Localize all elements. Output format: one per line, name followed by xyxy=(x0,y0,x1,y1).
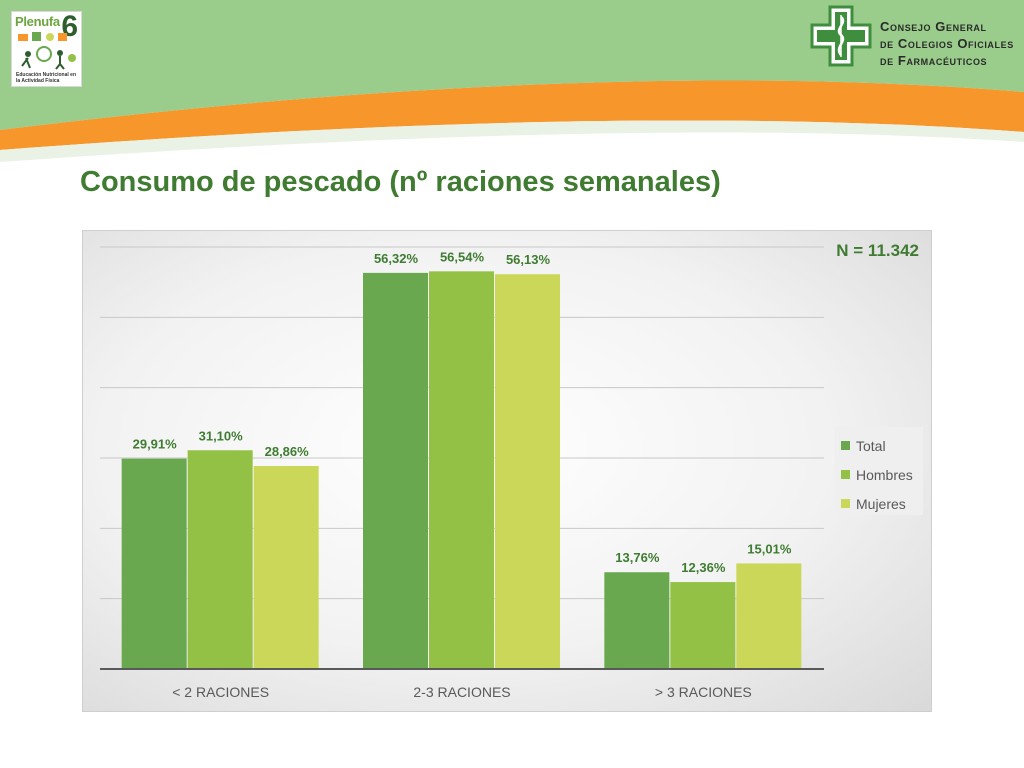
bar-hombres-2 xyxy=(670,582,736,669)
category-label: 2-3 RACIONES xyxy=(413,684,510,700)
cgcof-logo: Consejo General de Colegios Oficiales de… xyxy=(810,5,1020,69)
data-label: 12,36% xyxy=(681,560,726,575)
bar-total-0 xyxy=(121,458,187,669)
plenufa-tagline: Educación Nutricional en la Actividad Fí… xyxy=(16,72,77,84)
legend-item-total: Total xyxy=(841,431,923,460)
org-name-line-1: Consejo General xyxy=(880,19,987,34)
data-label: 31,10% xyxy=(199,428,244,443)
plenufa-brand-text: Plenufa xyxy=(15,14,60,29)
legend-item-hombres: Hombres xyxy=(841,460,923,489)
bar-mujeres-1 xyxy=(495,274,560,669)
sample-size-label: N = 11.342 xyxy=(836,241,919,260)
data-label: 56,54% xyxy=(440,249,485,264)
legend-swatch xyxy=(841,499,850,508)
pharmacy-cross-icon xyxy=(810,5,872,67)
data-label: 29,91% xyxy=(133,437,178,452)
page-title: Consumo de pescado (nº raciones semanale… xyxy=(80,166,721,198)
data-label: 56,32% xyxy=(374,251,419,266)
plenufa-logo: Plenufa 6 Educación Nutricional en la Ac… xyxy=(11,10,82,87)
legend-swatch xyxy=(841,441,850,450)
bar-chart: 29,91% 31,10% 28,86% < 2 RACIONES 56,32% 56,5… xyxy=(100,246,824,700)
bar-hombres-1 xyxy=(429,271,494,669)
data-label: 28,86% xyxy=(265,444,310,459)
org-name-line-2: de Colegios Oficiales xyxy=(880,36,1014,51)
chart-legend: Total Hombres Mujeres xyxy=(835,427,923,515)
data-label: 56,13% xyxy=(506,252,551,267)
category-label: > 3 RACIONES xyxy=(655,684,752,700)
chart-area: 29,91% 31,10% 28,86% < 2 RACIONES 56,32% 56,5… xyxy=(82,230,932,712)
bar-mujeres-2 xyxy=(736,563,802,669)
legend-label: Total xyxy=(856,437,886,454)
data-label: 15,01% xyxy=(747,541,792,556)
legend-label: Hombres xyxy=(856,466,913,483)
legend-label: Mujeres xyxy=(856,495,906,512)
bar-hombres-0 xyxy=(187,450,253,669)
legend-swatch xyxy=(841,470,850,479)
activity-figures-icon xyxy=(18,32,76,70)
data-label: 13,76% xyxy=(615,550,660,565)
bar-mujeres-0 xyxy=(253,466,319,669)
legend-item-mujeres: Mujeres xyxy=(841,489,923,518)
bar-total-2 xyxy=(604,572,670,669)
bar-total-1 xyxy=(363,272,428,669)
org-name-line-3: de Farmacéuticos xyxy=(880,53,988,68)
category-label: < 2 RACIONES xyxy=(172,684,269,700)
